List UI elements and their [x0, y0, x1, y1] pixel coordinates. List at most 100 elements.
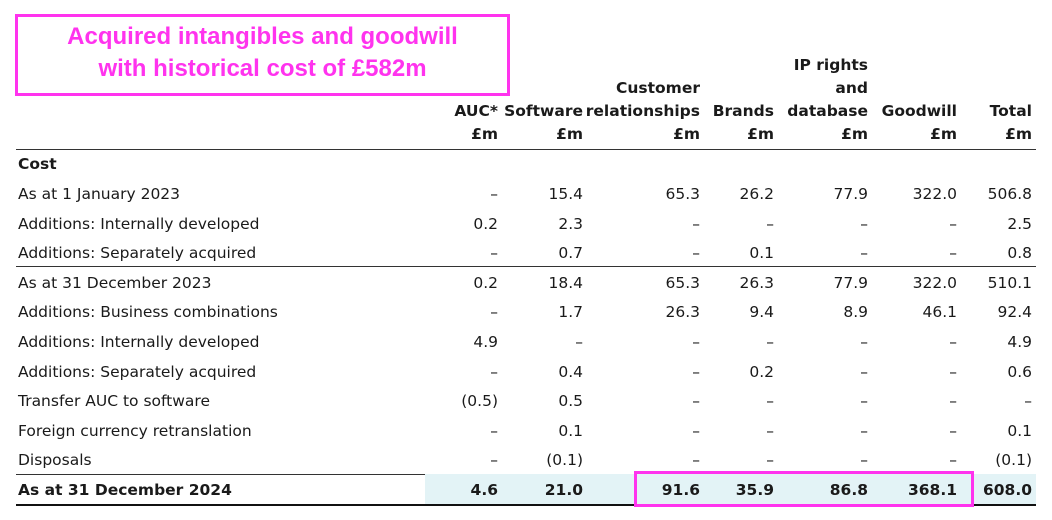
cell-value: 506.8	[987, 185, 1032, 203]
column-header: Brands £m	[713, 100, 774, 146]
cell-value: –	[692, 362, 700, 381]
column-header-line: IP rights	[793, 56, 868, 74]
cell-value: 0.2	[749, 362, 774, 381]
table-row: As at 31 December 2023 0.2 18.4 65.3 26.3 77.…	[0, 269, 1052, 299]
column-header: AUC* £m	[454, 100, 498, 146]
column-header-line: Goodwill	[881, 102, 957, 120]
cell-value: –	[860, 392, 868, 411]
callout-line-2: with historical cost of £582m	[98, 55, 427, 82]
cell-value: 65.3	[665, 185, 700, 203]
cell-value: 26.2	[739, 185, 774, 203]
column-header: Goodwill £m	[882, 100, 957, 146]
cell-value: 0.6	[1007, 362, 1032, 381]
cell-value: –	[949, 214, 957, 233]
row-label: Additions: Business combinations	[18, 303, 278, 322]
table-row: Disposals – (0.1) – – – – (0.1)	[0, 446, 1052, 476]
column-header: Software £m	[504, 100, 583, 146]
cell-value: 26.3	[665, 303, 700, 322]
row-label: Foreign currency retranslation	[18, 421, 252, 440]
cell-value: 322.0	[912, 185, 957, 203]
row-label: As at 31 December 2024	[18, 481, 232, 499]
table-row: Additions: Separately acquired – 0.7 – 0.1 – –…	[0, 239, 1052, 269]
cell-value: 15.4	[548, 185, 583, 203]
cell-value: 35.9	[735, 481, 774, 499]
column-header-line: £m	[747, 125, 774, 143]
cell-value: –	[860, 214, 868, 233]
row-label: As at 1 January 2023	[18, 185, 181, 203]
column-header-line: AUC*	[454, 102, 498, 120]
column-header-line: £m	[930, 125, 957, 143]
cell-value: 9.4	[749, 303, 774, 322]
cell-value: –	[575, 333, 583, 351]
section-heading: Cost	[0, 150, 1052, 180]
cell-value: –	[949, 451, 957, 470]
row-label: As at 31 December 2023	[18, 273, 212, 292]
cell-value: 77.9	[833, 185, 868, 203]
cell-value: 0.4	[558, 362, 583, 381]
cell-value: –	[949, 244, 957, 263]
column-header-line: Brands	[712, 102, 774, 120]
cell-value: 0.2	[473, 273, 498, 292]
cell-value: 0.1	[1007, 421, 1032, 440]
cell-value: 21.0	[544, 481, 583, 499]
cell-value: –	[860, 333, 868, 351]
cell-value: –	[490, 244, 498, 263]
cell-value: –	[692, 392, 700, 411]
cell-value: 2.5	[1007, 214, 1032, 233]
row-label: Transfer AUC to software	[18, 392, 211, 411]
cell-value: 368.1	[907, 481, 957, 499]
cell-value: 65.3	[665, 273, 700, 292]
cell-value: –	[860, 421, 868, 440]
cell-value: 2.3	[558, 214, 583, 233]
column-header-line: Customer	[615, 79, 700, 97]
cell-value: –	[949, 421, 957, 440]
total-row: As at 31 December 2024 4.6 21.0 91.6 35.9 86.…	[0, 476, 1052, 506]
table-row: Additions: Internally developed 4.9 – – – – – 4…	[0, 328, 1052, 358]
column-header: IP rights and database £m	[787, 54, 868, 146]
cell-value: –	[860, 244, 868, 263]
cell-value: –	[692, 421, 700, 440]
total-row-highlight	[425, 474, 1036, 504]
row-label: Additions: Internally developed	[18, 333, 260, 351]
cell-value: –	[766, 451, 774, 470]
cell-value: –	[860, 451, 868, 470]
cell-value: –	[692, 214, 700, 233]
cell-value: 26.3	[739, 273, 774, 292]
cell-value: –	[949, 362, 957, 381]
cell-value: –	[766, 392, 774, 411]
column-header-line: £m	[471, 125, 498, 143]
cell-value: 0.1	[749, 244, 774, 263]
cell-value: 608.0	[982, 481, 1032, 499]
cell-value: –	[490, 185, 498, 203]
cell-value: –	[490, 362, 498, 381]
cell-value: 0.8	[1007, 244, 1032, 263]
column-header: Customer relationships £m	[586, 77, 700, 146]
cell-value: (0.1)	[546, 451, 583, 470]
cell-value: –	[766, 333, 774, 351]
cell-value: 46.1	[922, 303, 957, 322]
cell-value: –	[766, 214, 774, 233]
cell-value: –	[490, 303, 498, 322]
table-row: Additions: Business combinations – 1.7 26.3…	[0, 298, 1052, 328]
row-label: Additions: Separately acquired	[18, 244, 257, 263]
column-header-line: Software	[504, 102, 583, 120]
table-row: Additions: Separately acquired – 0.4 – 0.2 – –…	[0, 358, 1052, 388]
cell-value: –	[692, 333, 700, 351]
table-row: As at 1 January 2023 – 15.4 65.3 26.2 77.9 322…	[0, 180, 1052, 210]
column-header-line: relationships	[585, 102, 700, 120]
cell-value: 86.8	[829, 481, 868, 499]
cell-value: 18.4	[548, 273, 583, 292]
cell-value: –	[692, 451, 700, 470]
cell-value: –	[1024, 392, 1032, 411]
cell-value: 0.1	[558, 421, 583, 440]
cell-value: –	[949, 392, 957, 411]
table-row: Foreign currency retranslation – 0.1 – – – – 0.…	[0, 417, 1052, 447]
table-row: Additions: Internally developed 0.2 2.3 – – –…	[0, 210, 1052, 240]
column-header-line: £m	[1005, 125, 1032, 143]
cell-value: 8.9	[843, 303, 868, 322]
callout-annotation: Acquired intangibles and goodwill with h…	[15, 14, 510, 96]
column-header-line: £m	[841, 125, 868, 143]
column-header-line: £m	[673, 125, 700, 143]
cell-value: (0.5)	[461, 392, 498, 411]
row-label: Disposals	[18, 451, 92, 470]
